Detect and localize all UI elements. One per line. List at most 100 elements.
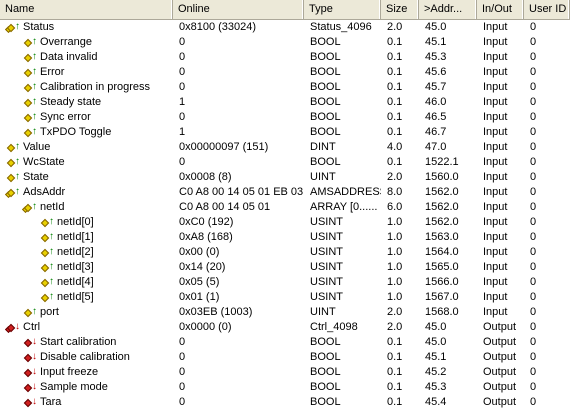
user-id-value: 0 [530, 261, 537, 273]
size-value: 6.0 [387, 201, 403, 213]
inout-value: Input [483, 156, 508, 168]
name-cell: ↓ Ctrl [0, 320, 173, 335]
online-value: 0x8100 (33024) [179, 21, 257, 33]
name-cell: ↑ netId[2] [0, 245, 173, 260]
table-row[interactable]: ↑ Status 0x8100 (33024) Status_4096 2.0 45.0 I… [0, 20, 570, 35]
table-row[interactable]: ↓ Disable calibration 0 BOOL 0.1 45.1 Output 0 [0, 350, 570, 365]
input-variable-icon: ↑ [23, 95, 39, 110]
input-variable-icon: ↑ [6, 155, 22, 170]
user-id-value: 0 [530, 156, 537, 168]
table-row[interactable]: ↓ Ctrl 0x0000 (0) Ctrl_4098 2.0 45.0 Output 0 [0, 320, 570, 335]
type-value: USINT [310, 216, 343, 228]
variable-name: TxPDO Toggle [40, 126, 112, 138]
table-row[interactable]: ↑ WcState 0 BOOL 0.1 1522.1 Input 0 [0, 155, 570, 170]
address-value: 46.5 [425, 111, 447, 123]
input-variable-icon: ↑ [40, 215, 56, 230]
user-id-value: 0 [530, 351, 537, 363]
address-value: 45.4 [425, 396, 447, 408]
type-value: BOOL [310, 351, 341, 363]
table-row[interactable]: ↑ State 0x0008 (8) UINT 2.0 1560.0 Input 0 [0, 170, 570, 185]
table-row[interactable]: ↑ netId C0 A8 00 14 05 01 ARRAY [0...... 6.0… [0, 200, 570, 215]
table-row[interactable]: ↓ Input freeze 0 BOOL 0.1 45.2 Output 0 [0, 365, 570, 380]
column-header-type[interactable]: Type [304, 0, 381, 19]
variable-name: AdsAddr [23, 186, 66, 198]
column-header-online[interactable]: Online [173, 0, 304, 19]
table-row[interactable]: ↑ Data invalid 0 BOOL 0.1 45.3 Input 0 [0, 50, 570, 65]
inout-value: Input [483, 66, 508, 78]
column-header-bar: Name Online Type Size >Addr... In/Out Us… [0, 0, 570, 20]
address-value: 1562.0 [425, 216, 459, 228]
type-value: BOOL [310, 111, 341, 123]
size-value: 1.0 [387, 216, 403, 228]
size-value: 0.1 [387, 96, 403, 108]
address-value: 45.0 [425, 21, 447, 33]
table-row[interactable]: ↓ Sample mode 0 BOOL 0.1 45.3 Output 0 [0, 380, 570, 395]
table-row[interactable]: ↑ Value 0x00000097 (151) DINT 4.0 47.0 Input 0 [0, 140, 570, 155]
name-cell: ↑ Steady state [0, 95, 173, 110]
table-row[interactable]: ↓ Tara 0 BOOL 0.1 45.4 Output 0 [0, 395, 570, 410]
variable-name: Calibration in progress [40, 81, 151, 93]
input-variable-icon: ↑ [40, 230, 56, 245]
online-value: 0 [179, 351, 186, 363]
type-value: BOOL [310, 126, 341, 138]
online-value: 0xA8 (168) [179, 231, 233, 243]
variable-name: Data invalid [40, 51, 98, 63]
column-header-name[interactable]: Name [0, 0, 173, 19]
variable-name: State [23, 171, 49, 183]
user-id-value: 0 [530, 141, 537, 153]
table-row[interactable]: ↑ netId[1] 0xA8 (168) USINT 1.0 1563.0 Input 0 [0, 230, 570, 245]
name-cell: ↑ Data invalid [0, 50, 173, 65]
table-row[interactable]: ↑ Steady state 1 BOOL 0.1 46.0 Input 0 [0, 95, 570, 110]
user-id-value: 0 [530, 276, 537, 288]
size-value: 0.1 [387, 81, 403, 93]
column-header-size[interactable]: Size [381, 0, 419, 19]
variable-name: netId [40, 201, 65, 213]
table-row[interactable]: ↑ netId[2] 0x00 (0) USINT 1.0 1564.0 Input 0 [0, 245, 570, 260]
column-header-user-id[interactable]: User ID [524, 0, 570, 19]
online-value: 0 [179, 111, 186, 123]
inout-value: Input [483, 51, 508, 63]
table-row[interactable]: ↑ Overrange 0 BOOL 0.1 45.1 Input 0 [0, 35, 570, 50]
input-variable-icon: ↑ [40, 275, 56, 290]
type-value: USINT [310, 246, 343, 258]
table-row[interactable]: ↑ netId[3] 0x14 (20) USINT 1.0 1565.0 Input 0 [0, 260, 570, 275]
input-variable-icon: ↑ [23, 65, 39, 80]
column-header-address[interactable]: >Addr... [419, 0, 477, 19]
table-row[interactable]: ↓ Start calibration 0 BOOL 0.1 45.0 Output 0 [0, 335, 570, 350]
variable-name: Value [23, 141, 51, 153]
type-value: BOOL [310, 396, 341, 408]
column-header-inout[interactable]: In/Out [477, 0, 524, 19]
table-row[interactable]: ↑ TxPDO Toggle 1 BOOL 0.1 46.7 Input 0 [0, 125, 570, 140]
table-row[interactable]: ↑ Calibration in progress 0 BOOL 0.1 45.7 Inpu… [0, 80, 570, 95]
inout-value: Input [483, 261, 508, 273]
type-value: USINT [310, 276, 343, 288]
online-value: 0x0000 (0) [179, 321, 232, 333]
inout-value: Input [483, 36, 508, 48]
user-id-value: 0 [530, 291, 537, 303]
user-id-value: 0 [530, 21, 537, 33]
inout-value: Output [483, 396, 517, 408]
size-value: 0.1 [387, 336, 403, 348]
table-row[interactable]: ↑ AdsAddr C0 A8 00 14 05 01 EB 03 AMSADDRES… [0, 185, 570, 200]
table-row[interactable]: ↑ Error 0 BOOL 0.1 45.6 Input 0 [0, 65, 570, 80]
table-row[interactable]: ↑ port 0x03EB (1003) UINT 2.0 1568.0 Input 0 [0, 305, 570, 320]
table-row[interactable]: ↑ Sync error 0 BOOL 0.1 46.5 Input 0 [0, 110, 570, 125]
output-variable-icon: ↓ [23, 365, 39, 380]
type-value: BOOL [310, 336, 341, 348]
address-value: 45.2 [425, 366, 447, 378]
online-value: 1 [179, 96, 186, 108]
address-value: 46.7 [425, 126, 447, 138]
size-value: 0.1 [387, 156, 403, 168]
inout-value: Input [483, 291, 508, 303]
size-value: 0.1 [387, 111, 403, 123]
variable-name: Overrange [40, 36, 92, 48]
table-row[interactable]: ↑ netId[5] 0x01 (1) USINT 1.0 1567.0 Input 0 [0, 290, 570, 305]
address-value: 1564.0 [425, 246, 459, 258]
table-row[interactable]: ↑ netId[0] 0xC0 (192) USINT 1.0 1562.0 Input 0 [0, 215, 570, 230]
online-value: 0 [179, 336, 186, 348]
inout-value: Output [483, 336, 517, 348]
user-id-value: 0 [530, 366, 537, 378]
table-row[interactable]: ↑ netId[4] 0x05 (5) USINT 1.0 1566.0 Input 0 [0, 275, 570, 290]
size-value: 0.1 [387, 351, 403, 363]
address-value: 45.3 [425, 381, 447, 393]
